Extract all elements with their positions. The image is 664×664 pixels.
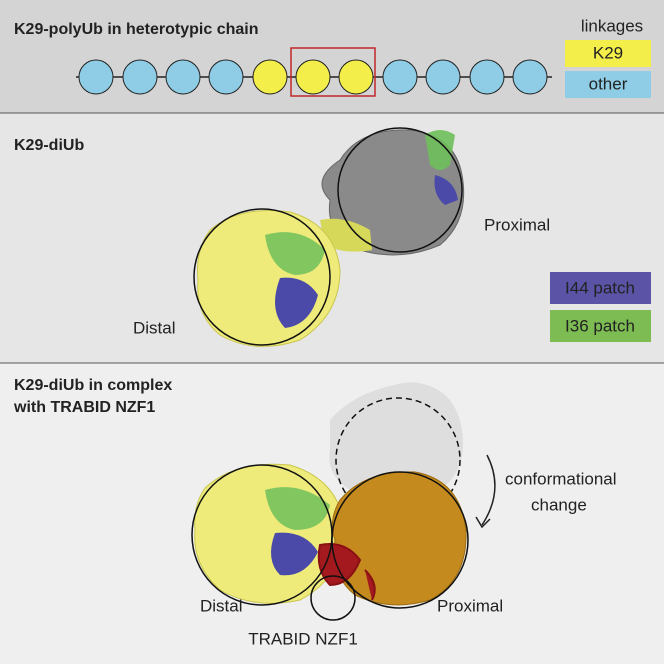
legend-swatch	[550, 272, 651, 304]
legend-title: linkages	[581, 16, 643, 35]
distal-ub	[194, 463, 346, 604]
chain	[76, 47, 552, 97]
panel-bg	[0, 0, 664, 113]
outline	[335, 397, 461, 523]
linker	[320, 218, 372, 252]
outline	[310, 575, 356, 621]
panel-title: K29-polyUb in heterotypic chain	[14, 21, 258, 38]
arrow	[481, 454, 496, 526]
legend-item: other	[589, 74, 628, 93]
panel-title: with TRABID NZF1	[13, 399, 155, 416]
label: Distal	[133, 318, 176, 337]
label: Proximal	[437, 596, 503, 615]
outline	[331, 471, 469, 609]
label: Proximal	[484, 215, 550, 234]
label: Distal	[200, 596, 243, 615]
distal-ub	[197, 209, 341, 347]
legend-item: I44 patch	[565, 278, 635, 297]
proximal-ub	[321, 129, 465, 256]
panel-title: K29-diUb in complex	[14, 377, 172, 394]
nzf1	[317, 543, 376, 601]
legend-swatch	[565, 40, 651, 67]
label: TRABID NZF1	[248, 629, 358, 648]
outline	[193, 208, 331, 346]
legend-item: K29	[593, 43, 623, 62]
panel-title: K29-diUb	[14, 137, 84, 154]
annotation: change	[531, 495, 587, 514]
outline	[337, 127, 463, 253]
annotation: conformational	[505, 469, 617, 488]
legend-swatch	[565, 71, 651, 98]
arrowhead	[475, 516, 491, 529]
faded-ub	[329, 382, 464, 499]
legend-item: I36 patch	[565, 316, 635, 335]
legend-swatch	[550, 310, 651, 342]
